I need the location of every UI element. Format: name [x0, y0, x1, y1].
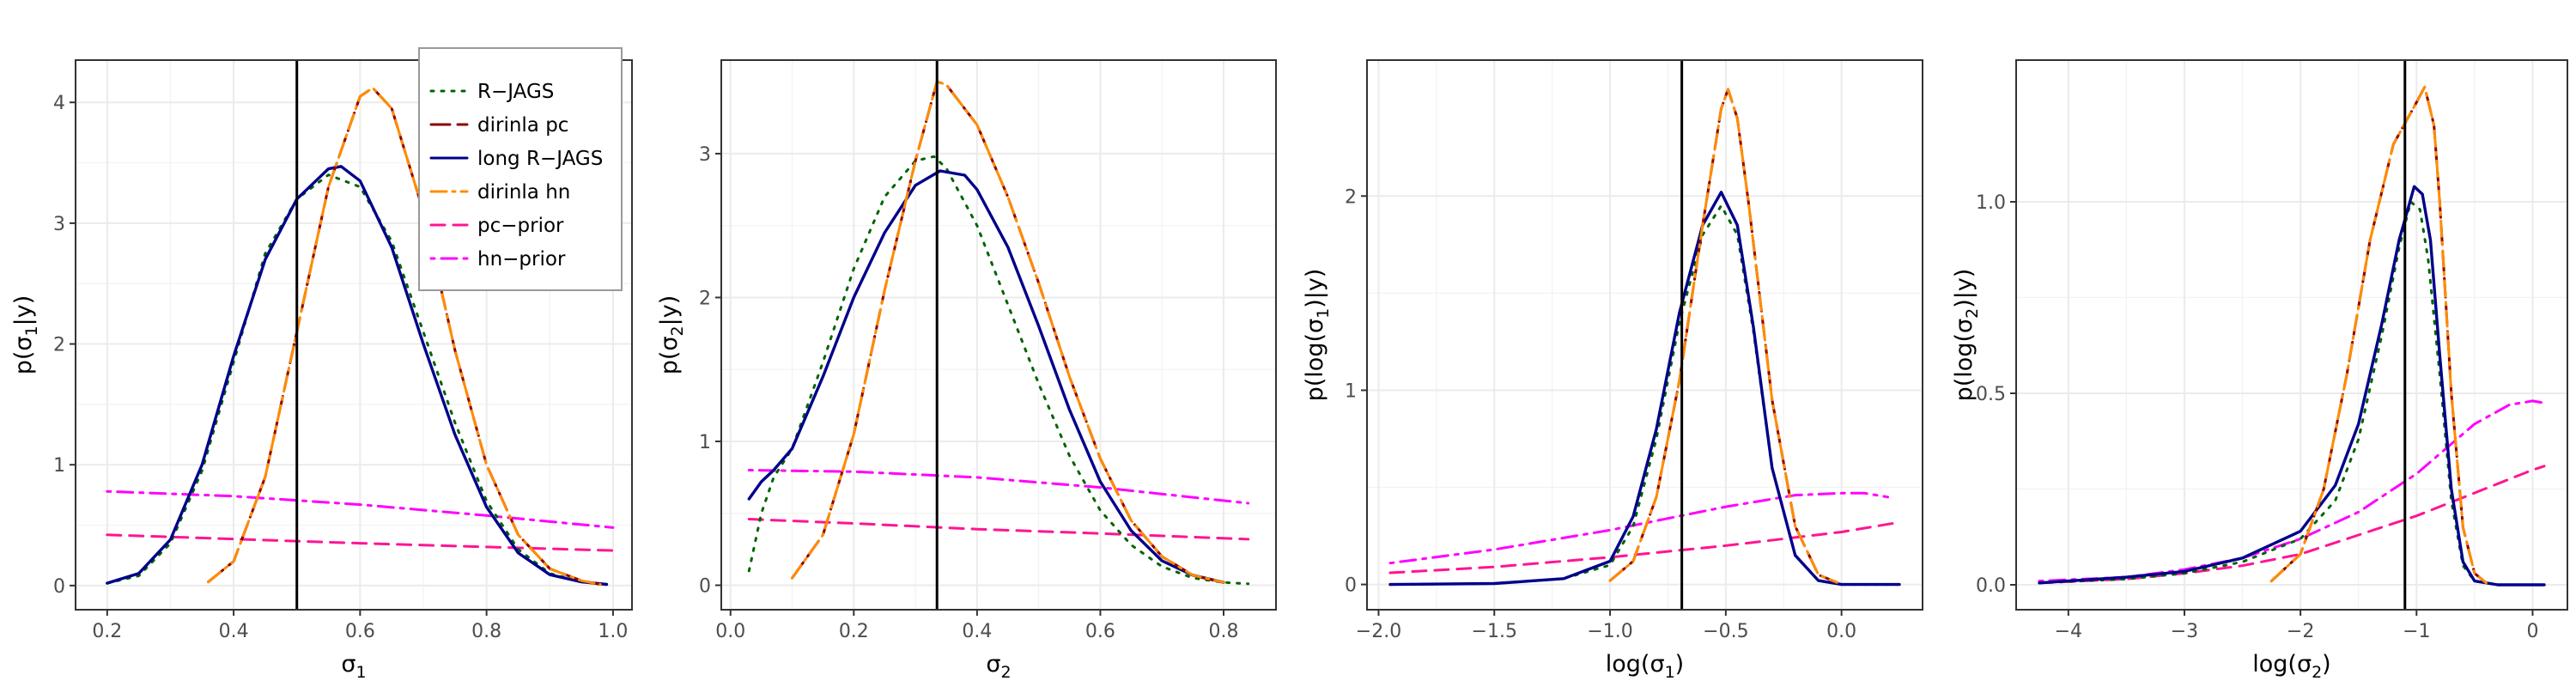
panel-border: [2015, 59, 2568, 611]
series-line-pc-prior: [2038, 465, 2546, 585]
panel-2: 0.0 0.2 0.4 0.6 0.8 0 1 2 3 σ2 p(σ2|y): [656, 59, 1277, 682]
x-axis-title: σ1: [341, 651, 366, 682]
y-tick-label: 2: [53, 335, 65, 356]
x-tick-label: 1.0: [598, 621, 628, 642]
y-axis-title: p(σ2|y): [656, 295, 687, 375]
x-tick-label: −0.5: [1703, 621, 1748, 642]
series-line-dirinla-hn: [207, 86, 602, 586]
y-tick-label: 1: [699, 432, 711, 453]
y-tick-label: 3: [699, 144, 711, 166]
x-tick-label: 0.8: [471, 621, 501, 642]
x-tick-label: 0.4: [962, 621, 992, 642]
y-axis-title: p(σ1|y): [10, 295, 41, 375]
y-tick-label: 3: [53, 214, 65, 235]
y-tick-label: 2: [699, 288, 711, 309]
series-line-r-jags: [747, 155, 1250, 586]
panel-border: [1366, 59, 1923, 611]
series-line-pc-prior: [1388, 520, 1901, 575]
x-tick-label: 0.0: [715, 621, 745, 642]
series-line-long-r-jags: [106, 165, 609, 587]
legend-label: dirinla pc: [477, 114, 568, 137]
y-tick-label: 1: [53, 455, 65, 477]
series-line-dirinla-hn: [791, 80, 1225, 584]
y-tick-label: 1: [1345, 380, 1357, 402]
legend-label: R−JAGS: [477, 81, 554, 103]
x-axis-title: log(σ1): [1606, 651, 1684, 682]
x-tick-label: 0.0: [1826, 621, 1856, 642]
series-line-dirinla-pc: [791, 80, 1225, 584]
y-tick-label: 0.5: [1976, 384, 2006, 405]
y-tick-label: 4: [53, 93, 65, 114]
legend-box: [418, 47, 623, 291]
panel-border: [720, 59, 1277, 611]
x-tick-label: 0.6: [1085, 621, 1115, 642]
series-line-pc-prior: [106, 533, 615, 552]
series-line-dirinla-hn: [2269, 85, 2488, 585]
series-line-r-jags: [2038, 200, 2546, 587]
x-tick-label: −2: [2287, 621, 2314, 642]
x-tick-label: −3: [2171, 621, 2198, 642]
y-tick-label: 0: [53, 576, 65, 598]
series-line-dirinla-hn: [1608, 88, 1838, 584]
series-line-hn-prior: [747, 469, 1250, 505]
y-tick-label: 0.0: [1976, 575, 2006, 597]
y-tick-label: 2: [1345, 186, 1357, 208]
x-tick-label: 0.4: [219, 621, 249, 642]
legend-label: hn−prior: [477, 248, 566, 271]
x-tick-label: 0.8: [1208, 621, 1238, 642]
x-tick-label: −4: [2055, 621, 2082, 642]
x-tick-label: 0: [2526, 621, 2538, 642]
series-line-long-r-jags: [2038, 185, 2546, 587]
series-line-hn-prior: [106, 489, 615, 529]
y-axis-title: p(log(σ2)|y): [1951, 269, 1982, 402]
legend-label: long R−JAGS: [477, 148, 603, 170]
x-tick-label: −1.5: [1472, 621, 1517, 642]
series-line-r-jags: [106, 173, 608, 586]
y-tick-label: 1.0: [1976, 192, 2006, 214]
legend: R−JAGS dirinla pc long R−JAGS dirinla hn pc−…: [418, 47, 623, 291]
x-tick-label: 0.2: [92, 621, 122, 642]
x-axis-title: σ2: [986, 651, 1011, 682]
x-tick-label: −1: [2403, 621, 2430, 642]
series-line-pc-prior: [747, 518, 1250, 541]
legend-label: dirinla hn: [477, 181, 570, 204]
legend-label: pc−prior: [477, 215, 564, 237]
y-axis-title: p(log(σ1)|y): [1302, 269, 1333, 402]
y-tick-label: 0: [1345, 575, 1357, 597]
x-tick-label: −2.0: [1356, 621, 1401, 642]
x-axis-title: log(σ2): [2252, 651, 2330, 682]
panel-3: −2.0 −1.5 −1.0 −0.5 0.0 0 1 2 log(σ1) p(log(σ1)|y…: [1302, 59, 1923, 682]
series-line-long-r-jags: [1388, 191, 1901, 587]
series-line-long-r-jags: [747, 169, 1225, 584]
y-tick-label: 0: [699, 576, 711, 598]
x-tick-label: 0.2: [839, 621, 869, 642]
series-line-hn-prior: [2038, 399, 2546, 583]
x-tick-label: −1.0: [1587, 621, 1632, 642]
x-tick-label: 0.6: [345, 621, 375, 642]
panel-4: −4 −3 −2 −1 0 0.0 0.5 1.0 log(σ2) p(log(σ2)|y): [1951, 59, 2568, 682]
panel-border: [75, 59, 633, 611]
series-line-hn-prior: [1388, 491, 1890, 565]
